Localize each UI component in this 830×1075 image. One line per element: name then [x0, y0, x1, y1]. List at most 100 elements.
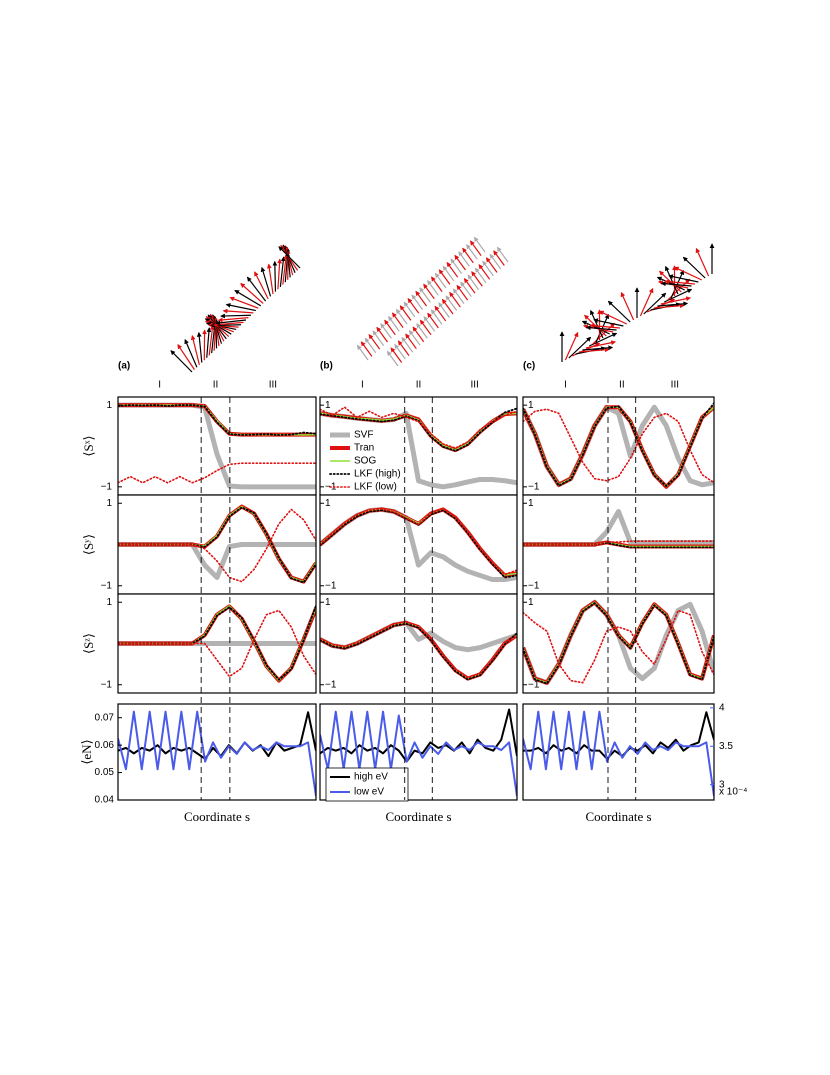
spin-arrow — [668, 274, 699, 283]
spin-arrow — [170, 350, 193, 373]
spin-arrow — [665, 265, 679, 295]
spin-arrow — [695, 247, 710, 277]
spin-arrow — [462, 247, 474, 264]
axes-border — [522, 703, 715, 801]
region-label: II — [619, 380, 625, 391]
spin-arrow — [489, 253, 502, 270]
x-axis-label: Coordinate s — [585, 809, 651, 824]
spin-arrow — [682, 256, 706, 279]
spin-arrow — [470, 240, 482, 256]
spin-arrow — [388, 316, 400, 332]
y-tick-label: −1 — [101, 580, 113, 591]
spin-arrow — [673, 266, 703, 281]
spin-arrow — [434, 272, 447, 289]
y-tick-label: 1 — [528, 597, 534, 608]
spin-arrow — [454, 254, 466, 271]
spin-arrow — [211, 322, 217, 354]
spin-arrow — [643, 292, 667, 315]
y-tick-label: 0.04 — [95, 795, 115, 806]
series-line — [523, 609, 714, 684]
spin-arrow — [246, 276, 267, 302]
spin-arrow — [578, 347, 610, 353]
spin-arrow — [376, 326, 388, 343]
spin-arrow — [395, 308, 408, 325]
spin-arrow — [408, 330, 421, 346]
x-axis-label: Coordinate s — [385, 809, 451, 824]
spin-arrow — [372, 330, 385, 346]
axes-border — [117, 703, 317, 801]
y-axis-label: ⟨eN⟩ — [79, 739, 94, 764]
spin-arrow — [399, 305, 412, 321]
spin-arrow — [438, 302, 450, 318]
spin-arrow — [407, 298, 420, 314]
spin-arrow — [664, 279, 696, 285]
y-tick-label: −1 — [528, 481, 540, 492]
spin-arrow — [427, 312, 439, 329]
y-tick-label: −1 — [101, 481, 113, 492]
y-tick-label: 1 — [106, 400, 112, 411]
spin-arrow — [184, 338, 198, 368]
spin-arrow — [449, 291, 461, 308]
spin-arrow — [411, 294, 424, 310]
spin-arrow — [471, 271, 483, 287]
spin-arrow — [568, 336, 592, 359]
spin-arrow — [620, 291, 635, 321]
y-tick-label: 0.05 — [95, 767, 115, 778]
series-line — [523, 402, 714, 487]
spin-arrow — [438, 269, 451, 285]
y-tick-label: 0.06 — [95, 740, 115, 751]
spin-arrow — [415, 290, 427, 307]
y2-tick-label: 3 — [719, 779, 725, 790]
region-label: I — [158, 380, 161, 391]
spin-arrow — [582, 345, 614, 351]
spin-arrow — [589, 332, 618, 347]
y-tick-label: 1 — [528, 400, 534, 411]
spin-arrow — [386, 350, 399, 367]
y-axis-label: ⟨Sˣ⟩ — [81, 435, 96, 456]
axes-border — [319, 703, 518, 801]
y-tick-label: 1 — [528, 498, 534, 509]
spin-arrow — [225, 302, 256, 312]
region-label: I — [564, 380, 567, 391]
spin-arrow — [282, 244, 296, 273]
y-tick-label: −1 — [528, 679, 540, 690]
spin-arrow — [653, 303, 685, 309]
spin-arrow — [240, 282, 264, 304]
region-label: II — [213, 380, 219, 391]
panel-label: (a) — [118, 361, 130, 372]
spin-arrow — [639, 287, 654, 317]
region-label: I — [361, 380, 364, 391]
spin-arrow — [450, 258, 463, 274]
spin-arrow — [460, 281, 472, 298]
spin-arrow — [412, 326, 425, 343]
series-line — [523, 602, 714, 685]
spin-arrow — [368, 334, 381, 350]
spin-arrow — [427, 280, 439, 296]
spin-arrow — [364, 337, 377, 354]
series-line — [118, 508, 316, 583]
spin-arrow — [390, 347, 403, 363]
spin-arrow — [196, 331, 203, 363]
axes-border — [117, 593, 317, 694]
spin-arrow — [456, 284, 469, 301]
spin-arrow — [220, 313, 251, 319]
series-line — [523, 710, 714, 797]
spin-arrow — [190, 334, 200, 366]
spin-arrow — [284, 245, 294, 276]
spin-arrow — [458, 251, 470, 267]
spin-arrow — [401, 336, 414, 353]
panel-label: (c) — [523, 361, 535, 372]
spin-arrow — [356, 344, 369, 361]
spin-arrow — [598, 310, 628, 325]
spin-arrow — [446, 262, 459, 278]
spin-arrow — [664, 288, 693, 303]
series-line — [320, 508, 517, 576]
spin-arrow — [430, 309, 443, 325]
panel-label: (b) — [320, 361, 333, 372]
legend-label: low eV — [354, 787, 384, 798]
legend-label: LKF (high) — [354, 469, 401, 480]
y2-tick-label: 4 — [719, 702, 725, 713]
spin-arrow — [423, 283, 435, 300]
series-line — [320, 710, 517, 797]
spin-arrow — [482, 260, 494, 277]
